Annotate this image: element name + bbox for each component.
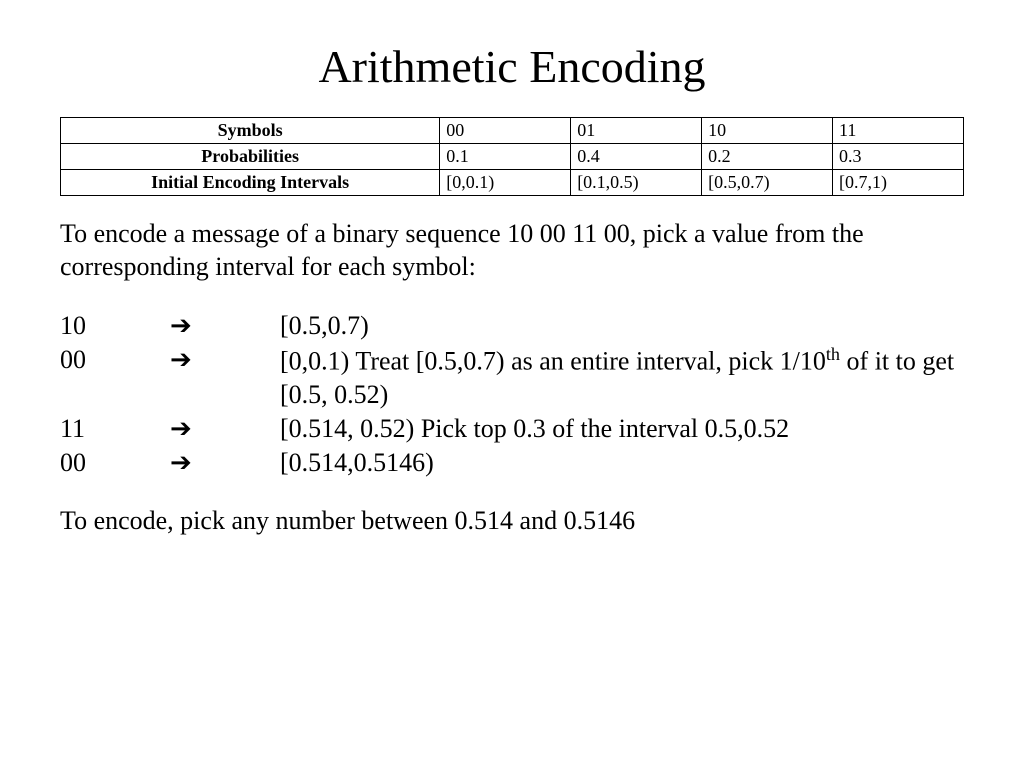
row-header-probabilities: Probabilities	[61, 144, 440, 170]
row-header-intervals: Initial Encoding Intervals	[61, 170, 440, 196]
arrow-icon: ➔	[170, 343, 280, 377]
table-cell: 00	[440, 118, 571, 144]
table-cell: 0.3	[833, 144, 964, 170]
arrow-icon: ➔	[170, 412, 280, 446]
step-symbol: 10	[60, 309, 170, 343]
table-row: Probabilities 0.1 0.4 0.2 0.3	[61, 144, 964, 170]
step-symbol: 00	[60, 343, 170, 377]
arrow-icon: ➔	[170, 446, 280, 480]
table-cell: [0.5,0.7)	[702, 170, 833, 196]
table-cell: [0,0.1)	[440, 170, 571, 196]
table-cell: 0.2	[702, 144, 833, 170]
step-row: 10 ➔ [0.5,0.7)	[60, 309, 964, 343]
row-header-symbols: Symbols	[61, 118, 440, 144]
step-row: 00 ➔ [0,0.1) Treat [0.5,0.7) as an entir…	[60, 343, 964, 412]
table-cell: 0.1	[440, 144, 571, 170]
table-row: Symbols 00 01 10 11	[61, 118, 964, 144]
step-row: 00 ➔ [0.514,0.5146)	[60, 446, 964, 480]
table-cell: 11	[833, 118, 964, 144]
intro-paragraph: To encode a message of a binary sequence…	[60, 218, 964, 283]
table-cell: 0.4	[571, 144, 702, 170]
step-text: [0.514, 0.52) Pick top 0.3 of the interv…	[280, 412, 964, 446]
encoding-steps: 10 ➔ [0.5,0.7) 00 ➔ [0,0.1) Treat [0.5,0…	[60, 309, 964, 480]
step-text: [0,0.1) Treat [0.5,0.7) as an entire int…	[280, 343, 964, 412]
step-text: [0.5,0.7)	[280, 309, 964, 343]
table-cell: 10	[702, 118, 833, 144]
encoding-table: Symbols 00 01 10 11 Probabilities 0.1 0.…	[60, 117, 964, 196]
step-symbol: 00	[60, 446, 170, 480]
closing-paragraph: To encode, pick any number between 0.514…	[60, 506, 964, 536]
table-row: Initial Encoding Intervals [0,0.1) [0.1,…	[61, 170, 964, 196]
slide-title: Arithmetic Encoding	[60, 40, 964, 93]
step-row: 11 ➔ [0.514, 0.52) Pick top 0.3 of the i…	[60, 412, 964, 446]
step-text: [0.514,0.5146)	[280, 446, 964, 480]
step-symbol: 11	[60, 412, 170, 446]
table-cell: [0.1,0.5)	[571, 170, 702, 196]
slide: Arithmetic Encoding Symbols 00 01 10 11 …	[0, 0, 1024, 576]
arrow-icon: ➔	[170, 309, 280, 343]
table-cell: [0.7,1)	[833, 170, 964, 196]
table-cell: 01	[571, 118, 702, 144]
